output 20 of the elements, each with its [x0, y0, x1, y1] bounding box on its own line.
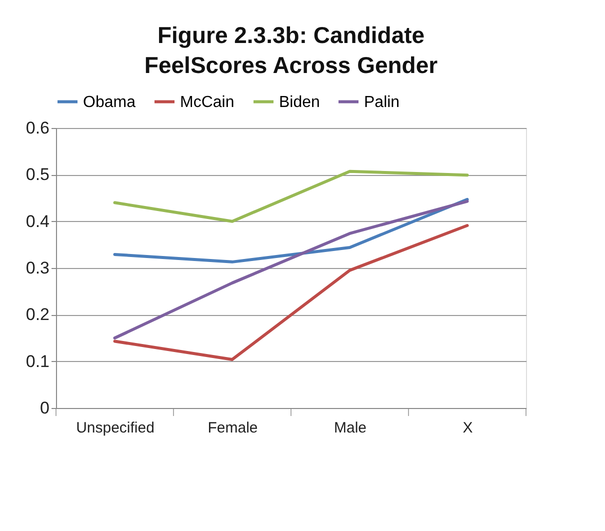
x-tick-label: X	[462, 420, 473, 436]
y-tick-label: 0.4	[26, 212, 50, 231]
legend-label: Biden	[279, 94, 320, 111]
y-tick-label: 0.3	[26, 258, 50, 278]
line-series	[113, 200, 469, 340]
y-tick-label: 0.5	[26, 165, 50, 184]
x-tick-label: Female	[208, 420, 258, 436]
y-tick-label: 0	[40, 398, 50, 418]
legend-label: McCain	[180, 94, 234, 111]
line-series	[113, 224, 469, 361]
x-tick-label: Unspecified	[76, 420, 154, 436]
legend-label: Palin	[364, 94, 400, 111]
line-series	[113, 198, 469, 264]
y-tick-label: 0.2	[26, 305, 50, 324]
y-tick-label: 0.6	[26, 118, 50, 138]
line-series	[113, 170, 469, 223]
y-tick-label: 0.1	[26, 352, 50, 371]
chart-title: Figure 2.3.3b: Candidate FeelScores Across Gender	[144, 22, 438, 78]
legend-label: Obama	[83, 94, 136, 111]
x-tick-label: Male	[334, 420, 367, 436]
